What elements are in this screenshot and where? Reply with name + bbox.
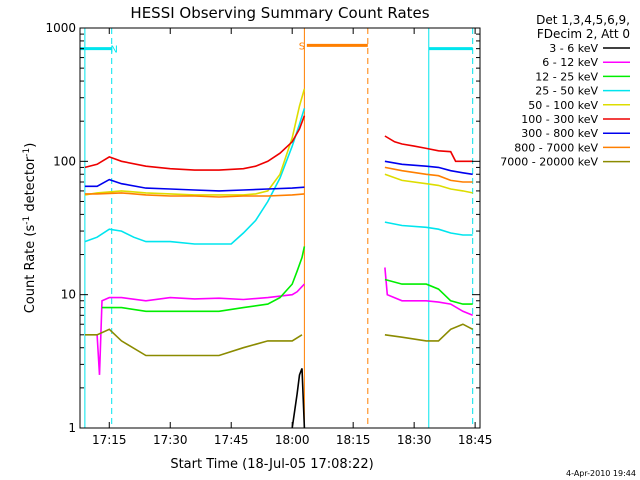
series-line-6 xyxy=(384,160,473,176)
y-axis-label-part: Count Rate (s xyxy=(23,225,38,314)
y-tick-label: 1000 xyxy=(45,21,76,35)
series-line-1 xyxy=(384,267,474,317)
legend-header-line: Det 1,3,4,5,6,9, xyxy=(536,13,630,27)
x-tick-label: 17:15 xyxy=(92,433,127,447)
series-line-5 xyxy=(84,115,306,171)
x-tick-label: 18:15 xyxy=(336,433,371,447)
x-tick-label: 17:30 xyxy=(153,433,188,447)
x-tick-label: 18:45 xyxy=(458,433,493,447)
series-line-2 xyxy=(102,246,306,313)
chart-title: HESSI Observing Summary Count Rates xyxy=(130,4,429,22)
series-line-4 xyxy=(84,88,306,196)
y-tick-label: 100 xyxy=(53,154,76,168)
series-line-3 xyxy=(384,221,473,236)
series-line-7 xyxy=(384,166,473,183)
y-tick-label: 1 xyxy=(68,421,76,435)
legend: Det 1,3,4,5,6,9, FDecim 2, Att 0 3 - 6 k… xyxy=(500,13,630,169)
series-line-2 xyxy=(384,278,473,305)
x-axis-label: Start Time (18-Jul-05 17:08:22) xyxy=(170,457,373,472)
legend-label: 100 - 300 keV xyxy=(521,113,598,126)
series-line-0 xyxy=(291,368,306,429)
series-line-6 xyxy=(84,178,305,192)
series-line-8 xyxy=(384,323,474,342)
legend-label: 300 - 800 keV xyxy=(521,127,598,140)
y-tick-label: 10 xyxy=(61,288,76,302)
legend-label: 6 - 12 keV xyxy=(542,56,598,69)
footer-date: 4-Apr-2010 19:44 xyxy=(566,469,636,478)
plot-frame xyxy=(79,27,481,429)
legend-label: 800 - 7000 keV xyxy=(514,141,598,154)
series-line-1 xyxy=(96,283,305,375)
x-tick-label: 17:45 xyxy=(214,433,249,447)
series-line-8 xyxy=(84,328,303,357)
series-line-7 xyxy=(84,192,305,198)
marker-label: S xyxy=(299,41,305,52)
y-axis-label-sup: -1 xyxy=(22,148,32,157)
legend-label: 25 - 50 keV xyxy=(535,85,598,98)
y-axis-label-part: ) xyxy=(23,143,38,148)
y-axis-label-part: detector xyxy=(23,156,38,216)
series-line-5 xyxy=(384,135,473,163)
legend-label: 50 - 100 keV xyxy=(528,99,598,112)
legend-header-line: FDecim 2, Att 0 xyxy=(537,27,630,41)
legend-label: 3 - 6 keV xyxy=(549,42,598,55)
y-axis-label: Count Rate (s-1 detector-1) xyxy=(22,143,38,314)
x-tick-label: 18:30 xyxy=(397,433,432,447)
legend-label: 7000 - 20000 keV xyxy=(500,156,598,169)
series-line-3 xyxy=(84,108,306,245)
y-axis: 1 10 100 1000 xyxy=(45,21,480,435)
marker-label: N xyxy=(110,45,117,56)
y-axis-label-sup: -1 xyxy=(22,216,32,225)
x-tick-label: 18:00 xyxy=(275,433,310,447)
series-line-4 xyxy=(384,173,473,194)
legend-label: 12 - 25 keV xyxy=(535,70,598,83)
x-axis: 17:15 17:30 17:45 18:00 18:15 18:30 18:45 xyxy=(92,28,492,447)
